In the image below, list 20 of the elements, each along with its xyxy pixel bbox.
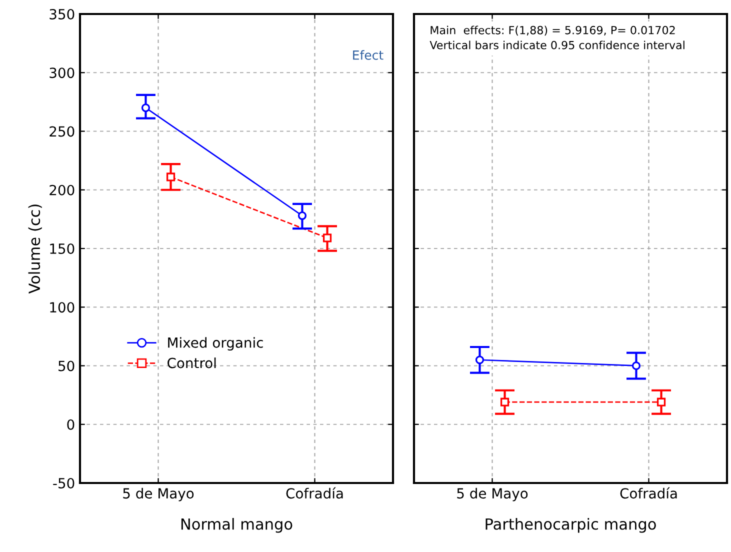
y-axis-title: Volume (cc) [28,204,42,294]
x-axis-title: Parthenocarpic mango [486,518,656,533]
y-tick-label: 150 [50,243,74,254]
y-tick-label: 300 [50,68,74,78]
y-tick-label: 50 [58,360,74,372]
annotation: Efect [353,50,384,60]
x-axis-title: Normal mango [181,518,292,533]
x-tick-label: 5 de Mayo [457,488,528,502]
x-tick-label: 5 de Mayo [123,488,194,502]
y-tick-label: 250 [50,126,74,137]
x-tick-label: Cofradía [286,487,343,499]
annotation: Main effects: F(1,88) = 5.9169, P= 0.01702 Vertical bars indicate 0.95 confidence interval [430,26,684,50]
legend-label: Control [168,357,216,368]
y-tick-label: 200 [50,184,74,196]
y-tick-label: -50 [53,478,74,488]
y-tick-label: 100 [50,302,74,313]
y-tick-label: 0 [67,419,74,430]
y-tick-label: 350 [50,8,74,20]
legend-label: Mixed organic [168,337,263,351]
x-tick-label: Cofradía [620,487,677,499]
